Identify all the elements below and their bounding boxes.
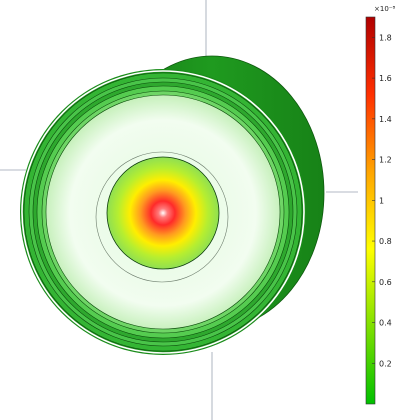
colorbar-tick-label: 0.2	[379, 359, 392, 368]
axis-lines	[0, 0, 358, 420]
colorbar-tick-label: 0.8	[379, 237, 392, 246]
colorbar-tick-label: 0.6	[379, 278, 392, 287]
colorbar-tick-label: 1.8	[379, 33, 392, 42]
colorbar-tick-label: 1.4	[379, 115, 392, 124]
front-face	[20, 69, 306, 355]
colorbar-ticks: 0.2 0.4 0.6 0.8 1 1.2 1.4 1.6 1.8	[372, 33, 392, 368]
colorbar: ×10⁻⁸ 0.2 0.4 0.6 0.8 1 1.2 1.4 1.6 1.8	[365, 5, 395, 405]
colorbar-tick-label: 1.2	[379, 156, 392, 165]
colorbar-exponent: ×10⁻⁸	[374, 5, 395, 13]
colorbar-tick-label: 1	[379, 196, 384, 205]
colorbar-tick-label: 1.6	[379, 74, 392, 83]
colorbar-gradient	[365, 16, 376, 405]
colorbar-tick-label: 0.4	[379, 319, 392, 328]
